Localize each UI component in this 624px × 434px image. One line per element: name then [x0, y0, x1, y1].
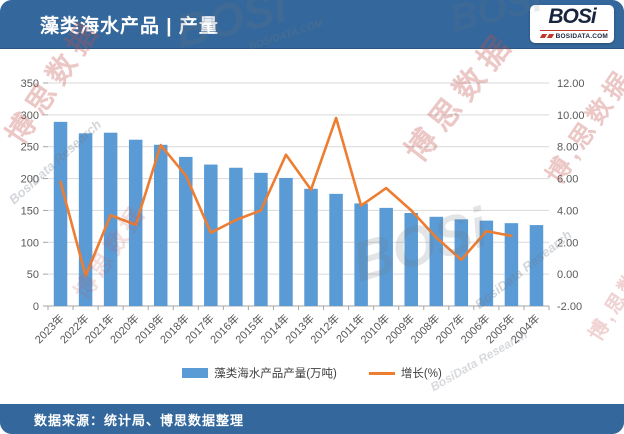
logo-subtext: BOSIDATA.COM — [555, 32, 608, 40]
production-bar — [78, 133, 93, 306]
left-axis-tick-label: 250 — [21, 142, 39, 154]
left-axis-tick-label: 300 — [21, 110, 39, 122]
production-bar — [204, 164, 218, 306]
production-bar — [529, 225, 544, 306]
bosi-logo: BOSi BOSIDATA.COM — [530, 5, 614, 43]
production-bar — [304, 188, 318, 306]
production-bar — [404, 212, 418, 306]
logo-subrow: BOSIDATA.COM — [539, 30, 608, 41]
footer: 数据来源：统计局、博思数据整理 — [0, 404, 624, 434]
right-axis-tick-label: 4.00 — [557, 205, 578, 217]
left-axis-tick-label: 350 — [21, 78, 39, 90]
production-bar — [53, 121, 68, 306]
bar-series-swatch — [182, 368, 209, 378]
production-bar — [153, 144, 168, 306]
production-bar — [479, 220, 494, 306]
production-bar — [504, 223, 519, 306]
left-axis-tick-label: 50 — [27, 269, 39, 281]
production-bar — [329, 193, 343, 306]
production-bar — [179, 156, 193, 306]
left-axis-tick-label: 100 — [21, 237, 39, 249]
logo-text: BOSi — [548, 5, 596, 28]
legend-item-growth: 增长(%) — [368, 365, 442, 381]
right-axis-tick-label: 8.00 — [557, 142, 578, 154]
page-title: 藻类海水产品 | 产量 — [40, 16, 219, 37]
data-source-note: 数据来源：统计局、博思数据整理 — [34, 412, 245, 428]
production-bar — [354, 203, 368, 306]
production-bar — [103, 132, 118, 306]
chart-panel: 0 -2.00 50 0.00 100 2.00 150 4.00 200 6.00 250 8.00… — [0, 48, 624, 404]
production-bar — [454, 219, 469, 306]
legend-item-production: 藻类海水产品产量(万吨) — [182, 365, 337, 381]
growth-line — [59, 116, 513, 277]
chart-legend: 藻类海水产品产量(万吨) 增长(%) — [0, 365, 624, 381]
left-axis-tick-label: 0 — [33, 301, 39, 313]
production-bar — [254, 172, 268, 306]
production-bar — [379, 207, 393, 306]
header: 藻类海水产品 | 产量 BOSi BOSIDATA.COM — [0, 0, 624, 49]
right-axis-tick-label: 12.00 — [557, 78, 585, 90]
right-axis-tick-label: 6.00 — [557, 174, 578, 186]
right-axis-tick-label: 2.00 — [557, 237, 578, 249]
right-axis-tick-label: 10.00 — [557, 110, 585, 122]
production-bar — [279, 177, 293, 306]
line-series-swatch — [368, 371, 395, 375]
production-bar — [229, 167, 243, 306]
combo-chart: 0 -2.00 50 0.00 100 2.00 150 4.00 200 6.00 250 8.00… — [21, 78, 585, 346]
legend-label-growth: 增长(%) — [400, 368, 442, 380]
right-axis-tick-label: -2.00 — [557, 301, 582, 313]
legend-label-production: 藻类海水产品产量(万吨) — [214, 368, 337, 380]
left-axis-tick-label: 150 — [21, 205, 39, 217]
production-bar — [429, 216, 444, 306]
right-axis-tick-label: 0.00 — [557, 269, 578, 281]
logo-stripes-icon — [539, 34, 554, 38]
left-axis-tick-label: 200 — [21, 174, 39, 186]
